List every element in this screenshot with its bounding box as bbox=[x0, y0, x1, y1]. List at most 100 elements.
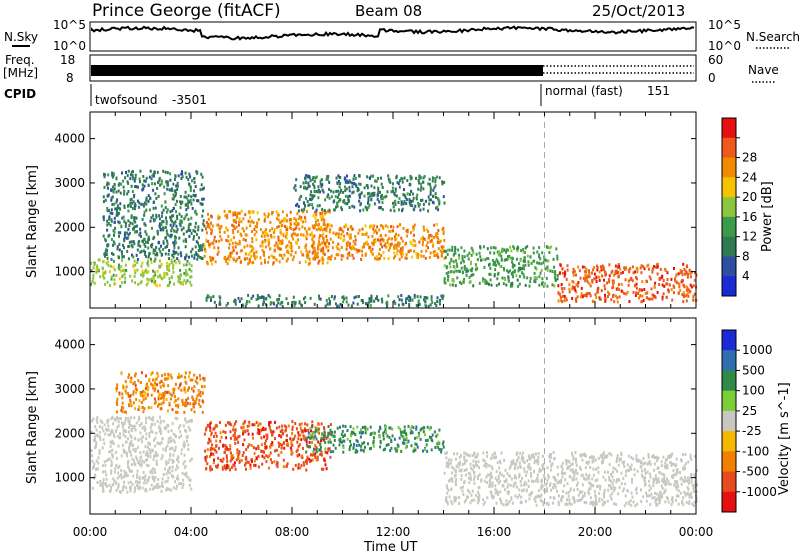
echo-pixel bbox=[146, 478, 149, 482]
echo-pixel bbox=[329, 440, 332, 444]
echo-pixel bbox=[147, 259, 149, 263]
echo-pixel bbox=[347, 227, 349, 231]
echo-pixel bbox=[683, 285, 686, 289]
echo-pixel bbox=[273, 256, 276, 260]
echo-pixel bbox=[652, 484, 655, 487]
echo-pixel bbox=[169, 178, 172, 182]
echo-pixel bbox=[689, 275, 692, 279]
echo-pixel bbox=[298, 443, 301, 447]
echo-pixel bbox=[663, 473, 666, 477]
echo-pixel bbox=[336, 202, 339, 206]
echo-pixel bbox=[615, 503, 618, 506]
echo-pixel bbox=[270, 212, 273, 216]
echo-pixel bbox=[321, 212, 323, 215]
echo-pixel bbox=[393, 246, 396, 250]
echo-pixel bbox=[320, 453, 323, 457]
echo-pixel bbox=[365, 232, 368, 236]
echo-pixel bbox=[142, 450, 145, 454]
nave-tick-bottom: 0 bbox=[708, 71, 716, 85]
echo-pixel bbox=[101, 464, 104, 468]
echo-pixel bbox=[313, 436, 316, 440]
echo-pixel bbox=[173, 178, 176, 181]
echo-pixel bbox=[120, 476, 123, 480]
echo-pixel bbox=[600, 455, 603, 459]
echo-pixel bbox=[338, 443, 341, 447]
echo-pixel bbox=[157, 275, 160, 279]
echo-pixel bbox=[550, 245, 553, 249]
echo-pixel bbox=[377, 186, 380, 190]
echo-pixel bbox=[657, 456, 660, 460]
echo-pixel bbox=[336, 426, 339, 430]
echo-pixel bbox=[663, 480, 665, 484]
echo-pixel bbox=[560, 498, 563, 502]
echo-pixel bbox=[279, 230, 282, 234]
echo-pixel bbox=[402, 435, 405, 439]
echo-pixel bbox=[141, 426, 144, 430]
echo-pixel bbox=[378, 256, 381, 260]
echo-pixel bbox=[379, 445, 382, 449]
y-tick-label: 2000 bbox=[54, 220, 85, 234]
echo-pixel bbox=[344, 202, 347, 205]
echo-pixel bbox=[573, 471, 576, 475]
echo-pixel bbox=[427, 304, 430, 308]
echo-pixel bbox=[534, 479, 537, 483]
echo-pixel bbox=[176, 217, 179, 221]
echo-pixel bbox=[612, 285, 615, 289]
echo-pixel bbox=[165, 180, 168, 184]
echo-pixel bbox=[342, 439, 345, 443]
colorbar-swatch bbox=[722, 197, 736, 218]
echo-pixel bbox=[571, 285, 574, 289]
echo-pixel bbox=[303, 207, 306, 211]
echo-pixel bbox=[251, 423, 254, 427]
echo-pixel bbox=[275, 210, 278, 214]
echo-pixel bbox=[477, 490, 480, 494]
echo-pixel bbox=[530, 474, 533, 478]
echo-pixel bbox=[117, 417, 120, 420]
echo-pixel bbox=[216, 465, 219, 469]
echo-pixel bbox=[680, 476, 683, 480]
echo-pixel bbox=[297, 205, 300, 208]
echo-pixel bbox=[287, 302, 290, 305]
echo-pixel bbox=[436, 442, 439, 446]
echo-pixel bbox=[130, 240, 133, 244]
echo-pixel bbox=[224, 256, 227, 259]
echo-pixel bbox=[463, 458, 466, 462]
echo-pixel bbox=[268, 255, 270, 259]
echo-pixel bbox=[225, 258, 228, 262]
echo-pixel bbox=[153, 486, 156, 489]
echo-pixel bbox=[233, 461, 236, 465]
echo-pixel bbox=[424, 439, 427, 443]
echo-pixel bbox=[126, 192, 129, 196]
echo-pixel bbox=[127, 481, 130, 485]
noise-tick-left-top: 10^5 bbox=[53, 18, 86, 32]
echo-pixel bbox=[454, 480, 457, 484]
echo-pixel bbox=[188, 255, 190, 259]
echo-pixel bbox=[415, 425, 418, 429]
echo-pixel bbox=[166, 268, 169, 271]
echo-pixel bbox=[268, 241, 271, 245]
echo-pixel bbox=[146, 277, 149, 281]
echo-pixel bbox=[586, 280, 589, 284]
echo-pixel bbox=[552, 475, 555, 479]
echo-pixel bbox=[109, 450, 112, 453]
echo-pixel bbox=[133, 242, 136, 246]
echo-pixel bbox=[291, 249, 294, 253]
echo-pixel bbox=[317, 196, 320, 200]
echo-pixel bbox=[326, 177, 329, 181]
echo-pixel bbox=[110, 218, 113, 222]
echo-pixel bbox=[135, 216, 138, 220]
echo-pixel bbox=[643, 267, 646, 271]
echo-pixel bbox=[561, 271, 564, 275]
echo-pixel bbox=[149, 425, 152, 429]
echo-pixel bbox=[143, 237, 146, 241]
echo-pixel bbox=[336, 304, 339, 308]
echo-pixel bbox=[595, 467, 598, 471]
echo-pixel bbox=[247, 262, 250, 266]
echo-pixel bbox=[96, 264, 99, 268]
echo-pixel bbox=[111, 171, 114, 175]
echo-pixel bbox=[490, 465, 493, 469]
echo-pixel bbox=[132, 200, 135, 204]
echo-pixel bbox=[434, 180, 437, 184]
echo-pixel bbox=[319, 445, 322, 449]
echo-pixel bbox=[538, 253, 541, 257]
